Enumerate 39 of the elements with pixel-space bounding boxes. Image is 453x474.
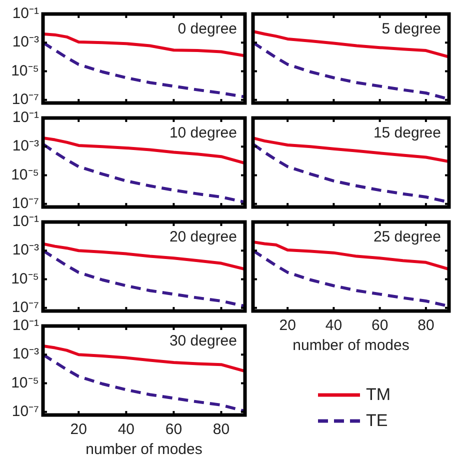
legend-label: TE <box>366 411 388 431</box>
line-series <box>43 353 245 413</box>
text: 10 degree <box>169 124 237 142</box>
y-tick-label: 10⁻⁵ <box>11 166 39 184</box>
y-tick-label: 10⁻³ <box>12 34 39 51</box>
y-tick-label: 10⁻⁵ <box>11 374 39 392</box>
text: 5 degree <box>382 20 441 38</box>
line-series <box>43 142 245 204</box>
y-tick-label: 10⁻⁷ <box>12 194 39 212</box>
x-tick-label: 80 <box>212 421 230 438</box>
y-tick-label: 10⁻¹ <box>12 109 39 126</box>
y-tick-label: 10⁻⁵ <box>11 62 39 80</box>
y-tick-label: 10⁻³ <box>12 242 39 259</box>
x-tick-label: 20 <box>70 421 87 438</box>
text: 15 degree <box>373 124 441 142</box>
y-tick-label: 10⁻⁷ <box>12 90 39 108</box>
y-tick-label: 10⁻⁷ <box>12 402 39 420</box>
x-axis-title: number of modes <box>86 441 202 458</box>
x-tick-label: 80 <box>418 317 434 334</box>
text: 30 degree <box>169 332 237 350</box>
x-axis-title: number of modes <box>292 337 410 354</box>
x-tick-label: 40 <box>118 421 135 438</box>
x-tick-label: 40 <box>325 317 342 334</box>
y-tick-label: 10⁻³ <box>12 346 39 363</box>
x-tick-label: 60 <box>371 317 388 334</box>
y-tick-label: 10⁻⁵ <box>11 270 39 288</box>
y-tick-label: 10⁻¹ <box>12 213 39 230</box>
text: 25 degree <box>373 228 441 246</box>
x-tick-label: 20 <box>279 317 296 334</box>
y-tick-label: 10⁻¹ <box>12 5 39 22</box>
y-tick-label: 10⁻⁷ <box>12 298 39 316</box>
x-tick-label: 60 <box>165 421 182 438</box>
y-tick-label: 10⁻¹ <box>12 317 39 334</box>
line-series <box>43 249 245 308</box>
line-series <box>43 41 245 98</box>
text: 0 degree <box>178 20 237 38</box>
y-tick-label: 10⁻³ <box>12 138 39 155</box>
legend-label: TM <box>366 385 391 405</box>
text: 20 degree <box>169 228 237 246</box>
